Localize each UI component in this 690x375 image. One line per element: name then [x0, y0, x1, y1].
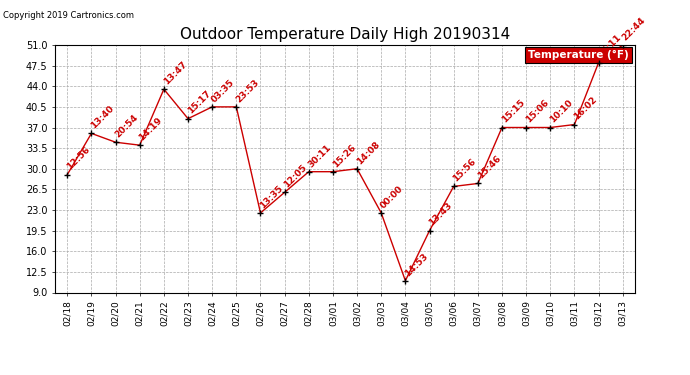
Text: 12:56: 12:56	[65, 145, 92, 172]
Text: Copyright 2019 Cartronics.com: Copyright 2019 Cartronics.com	[3, 11, 135, 20]
Title: Outdoor Temperature Daily High 20190314: Outdoor Temperature Daily High 20190314	[180, 27, 510, 42]
Text: 14:53: 14:53	[403, 251, 430, 278]
Text: 30:11: 30:11	[306, 142, 333, 169]
Text: 12:05: 12:05	[282, 163, 309, 189]
Text: 13:40: 13:40	[89, 104, 116, 130]
Text: 10:10: 10:10	[548, 98, 575, 125]
Text: 03:35: 03:35	[210, 78, 237, 104]
Text: 16:02: 16:02	[572, 95, 599, 122]
Text: 14:08: 14:08	[355, 140, 382, 166]
Text: 00:00: 00:00	[379, 184, 405, 210]
Text: 20:54: 20:54	[113, 113, 140, 140]
Text: 14:19: 14:19	[137, 116, 164, 142]
Text: 13:35: 13:35	[258, 184, 285, 210]
Text: 15:17: 15:17	[186, 89, 213, 116]
Text: 15:15: 15:15	[500, 98, 526, 125]
Text: 13:47: 13:47	[161, 60, 188, 86]
Text: 15:46: 15:46	[475, 154, 502, 181]
Text: 15:26: 15:26	[331, 142, 357, 169]
Text: 23:53: 23:53	[234, 78, 261, 104]
Text: 15:06: 15:06	[524, 98, 551, 125]
Text: 13:43: 13:43	[427, 201, 454, 228]
Text: 14:11: 14:11	[596, 33, 623, 60]
Text: 22:44: 22:44	[620, 15, 647, 42]
Text: 15:56: 15:56	[451, 157, 478, 184]
Text: Temperature (°F): Temperature (°F)	[529, 50, 629, 60]
